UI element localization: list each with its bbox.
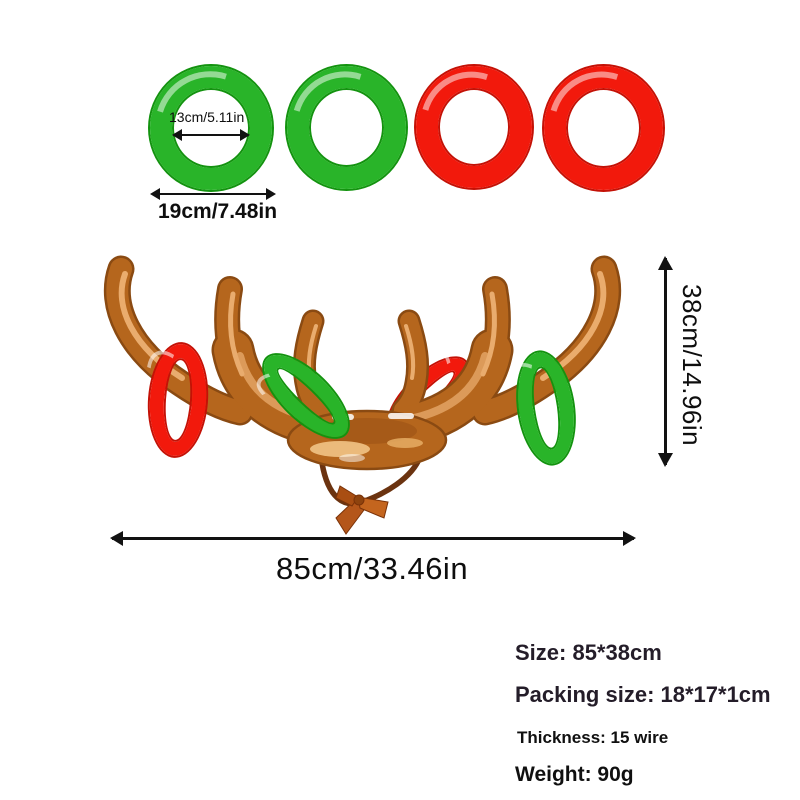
inner-diameter-arrow <box>172 129 250 141</box>
width-dimension-label: 85cm/33.46in <box>275 551 469 586</box>
ring-gloss <box>400 52 548 202</box>
outer-diameter-label: 19cm/7.48in <box>158 200 278 223</box>
spec-thickness: Thickness: 15 wire <box>517 728 669 747</box>
outer-diameter-arrow <box>150 188 276 200</box>
toss-ring-green-2 <box>271 52 422 203</box>
toss-ring-red-1 <box>400 52 548 202</box>
headband <box>286 409 448 471</box>
width-dimension-arrow <box>110 531 636 546</box>
spec-size: Size: 85*38cm <box>515 640 662 665</box>
spec-weight: Weight: 90g <box>515 763 634 786</box>
ribbon-bow <box>335 485 389 535</box>
spec-packing-size: Packing size: 18*17*1cm <box>515 682 771 707</box>
antlers-highlight <box>118 271 607 423</box>
ring-gloss <box>271 52 422 203</box>
toss-ring-green-1: 13cm/5.11in <box>134 51 288 205</box>
antlers-outline <box>103 255 622 448</box>
inner-diameter-label: 13cm/5.11in <box>169 109 245 125</box>
height-dimension-arrow <box>658 256 673 467</box>
toss-ring-red-2 <box>528 52 679 204</box>
antler-hat-illustration <box>103 255 622 535</box>
ring-gloss <box>134 51 288 205</box>
height-dimension-label: 38cm/14.96in <box>677 284 707 447</box>
ring-gloss <box>528 52 679 204</box>
